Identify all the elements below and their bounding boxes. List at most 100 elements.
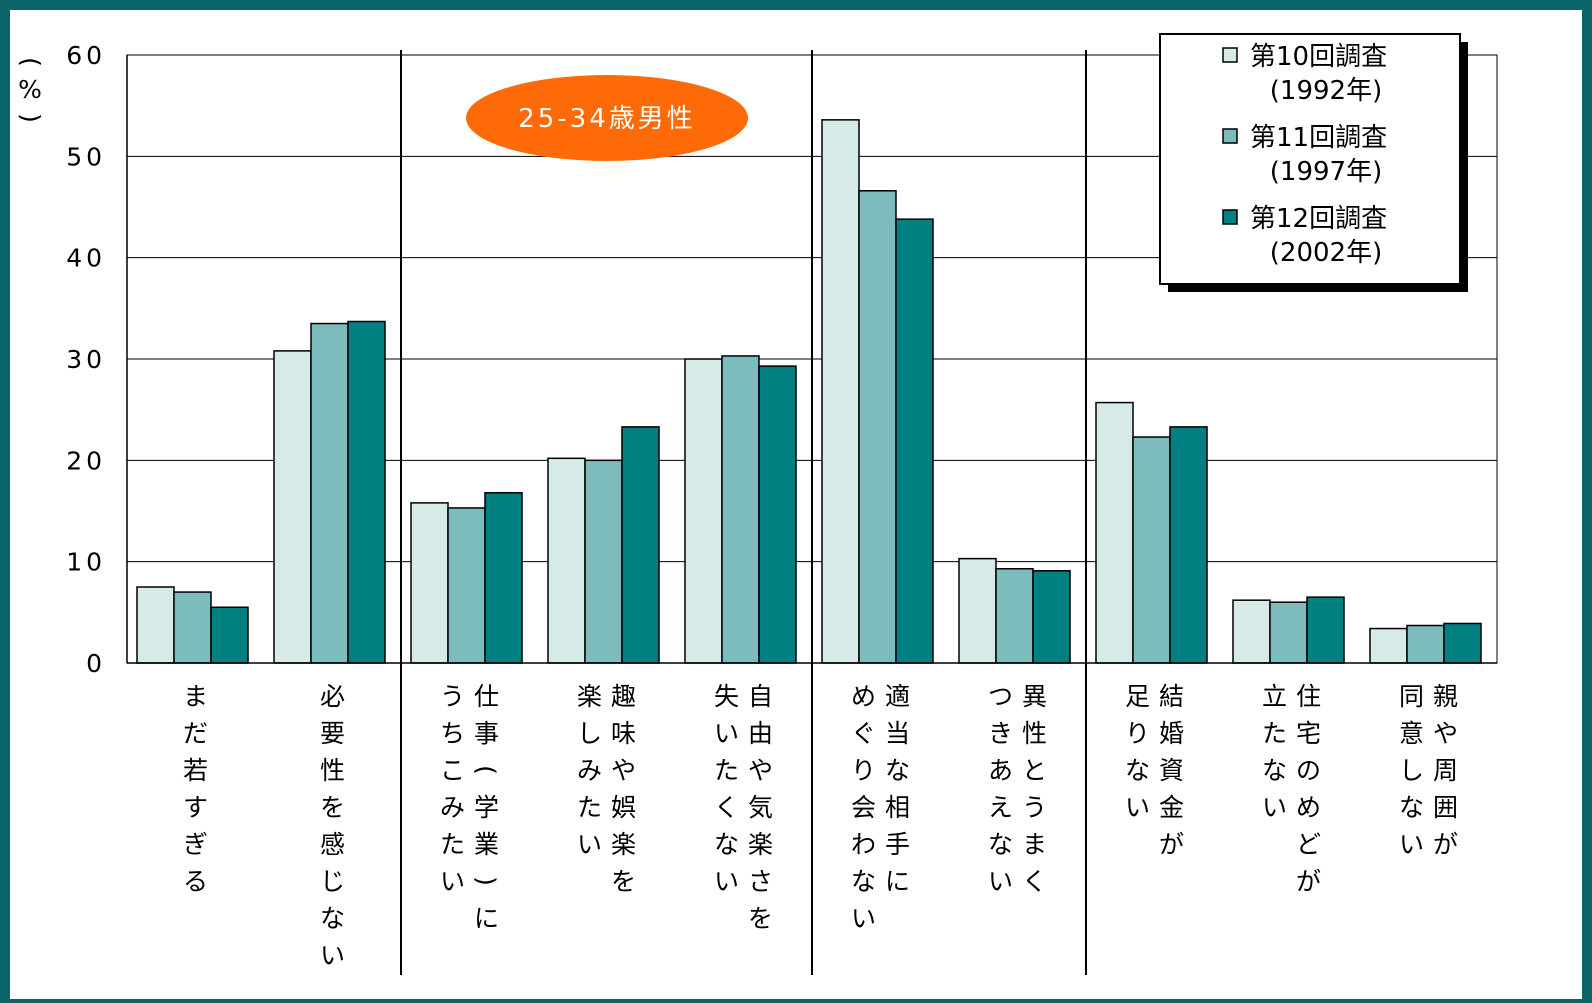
category-label-char: う xyxy=(1022,793,1047,822)
y-tick-label: 60 xyxy=(66,41,106,70)
category-label-char: 必 xyxy=(320,682,345,711)
bar xyxy=(1032,570,1071,664)
category-label-char: 婚 xyxy=(1159,719,1184,748)
category-label-char: 性 xyxy=(320,756,345,785)
legend-sublabel: (1992年) xyxy=(1270,76,1382,106)
category-label-char: 異 xyxy=(1022,682,1047,711)
category-label-char: い xyxy=(1262,793,1287,822)
category-label-char: め xyxy=(1296,793,1321,822)
category-label-char: 事 xyxy=(474,719,499,748)
bar xyxy=(721,355,760,664)
category-label-char: こ xyxy=(440,756,465,785)
category-label-char: と xyxy=(1022,756,1047,785)
category-label-char: め xyxy=(851,682,876,711)
category-label-char: ぐ xyxy=(851,719,876,748)
category-label-char: す xyxy=(183,793,208,822)
category-label-char: 意 xyxy=(1399,719,1424,748)
category-label-char: に xyxy=(474,904,499,933)
category-label-char: 失 xyxy=(714,682,739,711)
y-axis-label-char: ) xyxy=(16,113,45,123)
bar xyxy=(273,350,312,664)
category-label-char: が xyxy=(1159,830,1184,859)
category-label-char: 金 xyxy=(1159,793,1184,822)
category-label-char: 要 xyxy=(320,719,345,748)
bar xyxy=(1406,624,1445,664)
category-label-char: 自 xyxy=(748,682,773,711)
category-label-char: 楽 xyxy=(611,830,636,859)
category-label-char: い xyxy=(714,719,739,748)
category-label-char: に xyxy=(885,867,910,896)
y-axis-label: (%) xyxy=(16,57,45,123)
category-label-char: 楽 xyxy=(577,682,602,711)
category-label-char: 性 xyxy=(1022,719,1047,748)
category-label-char: な xyxy=(714,830,739,859)
bar xyxy=(1443,622,1482,664)
bar xyxy=(821,119,860,664)
legend-label: 第11回調査 xyxy=(1250,123,1387,153)
bar xyxy=(210,606,249,664)
bar xyxy=(1132,436,1171,664)
category-label-char: ( xyxy=(472,765,501,775)
category-label-char: 感 xyxy=(320,830,345,859)
legend-label: 第10回調査 xyxy=(1250,42,1387,72)
category-label-char: つ xyxy=(988,682,1013,711)
category-label-char: ど xyxy=(1296,830,1321,859)
category-label-char: え xyxy=(988,793,1013,822)
category-label-char: た xyxy=(714,756,739,785)
bar xyxy=(447,507,486,664)
bar xyxy=(1306,596,1345,664)
category-label-char: 趣 xyxy=(611,682,636,711)
category-label-char: く xyxy=(714,793,739,822)
bar xyxy=(995,568,1034,664)
category-label-char: な xyxy=(1262,756,1287,785)
bar xyxy=(858,190,897,664)
category-label-char: の xyxy=(1296,756,1321,785)
category-label-char: い xyxy=(988,867,1013,896)
legend-label: 第12回調査 xyxy=(1250,204,1387,234)
legend-sublabel: (2002年) xyxy=(1270,238,1382,268)
category-label-char: し xyxy=(1399,756,1424,785)
category-label-char: や xyxy=(611,756,636,785)
y-tick-label: 40 xyxy=(66,244,106,273)
category-label-char: 同 xyxy=(1399,682,1424,711)
bars xyxy=(136,119,1482,664)
bar xyxy=(410,502,449,664)
category-label-char: 立 xyxy=(1262,682,1287,711)
category-label-char: が xyxy=(1433,830,1458,859)
bar xyxy=(173,591,212,664)
category-label-char: さ xyxy=(748,867,773,896)
category-label-char: 親 xyxy=(1433,682,1458,711)
bar xyxy=(684,358,723,664)
category-label-char: 足 xyxy=(1125,682,1150,711)
category-label-char: い xyxy=(577,830,602,859)
category-label-char: し xyxy=(577,719,602,748)
legend-box xyxy=(1159,33,1461,285)
category-label-char: う xyxy=(440,682,465,711)
category-label-char: 相 xyxy=(885,793,910,822)
y-tick-label: 30 xyxy=(66,345,106,374)
category-label-char: た xyxy=(440,830,465,859)
y-tick-labels: 0 10 20 30 40 50 60 xyxy=(66,41,106,678)
category-label-char: き xyxy=(988,719,1013,748)
category-label-char: り xyxy=(851,756,876,785)
bar xyxy=(1232,599,1271,664)
category-label-char: 仕 xyxy=(474,682,499,711)
category-label-char: な xyxy=(988,830,1013,859)
bar xyxy=(1095,401,1134,664)
bar xyxy=(621,426,660,664)
category-label-char: い xyxy=(851,904,876,933)
bar xyxy=(958,557,997,664)
category-label-char: や xyxy=(748,756,773,785)
category-label-char: 結 xyxy=(1159,682,1184,711)
category-label-char: た xyxy=(1262,719,1287,748)
category-label-char: 手 xyxy=(885,830,910,859)
category-label-char: 由 xyxy=(748,719,773,748)
category-label-char: な xyxy=(885,756,910,785)
category-label-char: り xyxy=(1125,719,1150,748)
